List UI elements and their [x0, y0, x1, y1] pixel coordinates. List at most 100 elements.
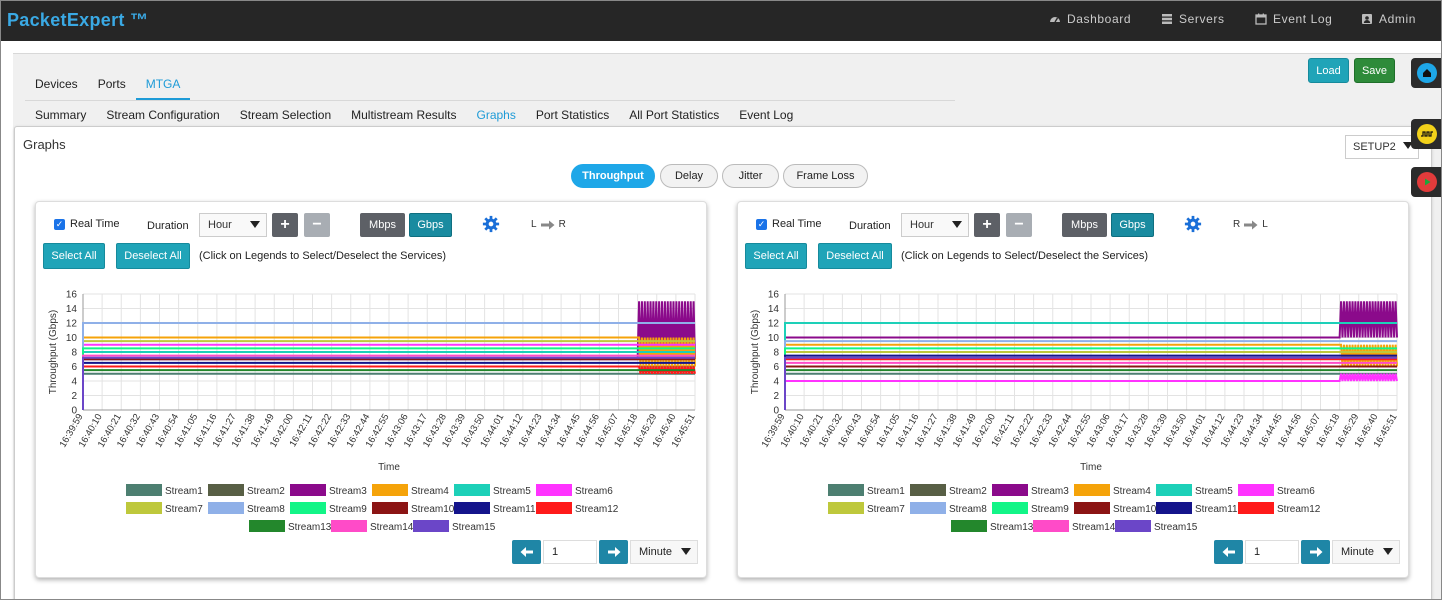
legend-item[interactable]: Stream12: [536, 502, 619, 515]
gbps-button[interactable]: Gbps: [1111, 213, 1154, 237]
real-time-label: Real Time: [772, 218, 822, 230]
legend-label: Stream7: [867, 504, 905, 515]
zoom-in-button[interactable]: +: [272, 213, 298, 237]
select-all-button[interactable]: Select All: [43, 243, 105, 269]
legend-item[interactable]: Stream14: [1033, 520, 1116, 533]
gear-icon[interactable]: [1184, 215, 1202, 233]
setup-select[interactable]: SETUP2: [1345, 135, 1419, 159]
legend-item[interactable]: Stream12: [1238, 502, 1321, 515]
gear-icon[interactable]: [482, 215, 500, 233]
legend-item[interactable]: Stream9: [992, 502, 1069, 515]
legend-item[interactable]: Stream6: [1238, 484, 1315, 497]
prev-page-button[interactable]: [512, 540, 541, 564]
nav-servers[interactable]: Servers: [1161, 12, 1225, 26]
legend-item[interactable]: Stream8: [910, 502, 987, 515]
tab-jitter[interactable]: Jitter: [722, 164, 779, 188]
tab-all-port-statistics[interactable]: All Port Statistics: [629, 107, 720, 122]
next-page-button[interactable]: [1301, 540, 1330, 564]
load-button[interactable]: Load: [1308, 58, 1349, 83]
tab-event-log[interactable]: Event Log: [739, 107, 794, 122]
legend-item[interactable]: Stream11: [454, 502, 536, 515]
duration-label: Duration: [849, 220, 891, 232]
page-input[interactable]: 1: [543, 540, 597, 564]
legend-item[interactable]: Stream9: [290, 502, 367, 515]
waveform-icon: [1417, 124, 1437, 144]
tab-ports[interactable]: Ports: [97, 77, 126, 91]
legend-swatch: [536, 502, 572, 514]
side-button-play[interactable]: [1411, 167, 1441, 197]
legend-item[interactable]: Stream3: [290, 484, 367, 497]
legend-item[interactable]: Stream15: [1115, 520, 1198, 533]
legend-item[interactable]: Stream15: [413, 520, 496, 533]
select-all-button[interactable]: Select All: [745, 243, 807, 269]
legend-item[interactable]: Stream5: [1156, 484, 1233, 497]
nav-admin[interactable]: Admin: [1361, 12, 1416, 26]
y-tick-label: 16: [66, 290, 78, 301]
tab-throughput[interactable]: Throughput: [571, 164, 655, 188]
save-button[interactable]: Save: [1354, 58, 1395, 83]
servers-icon: [1162, 14, 1172, 24]
legend-item[interactable]: Stream11: [1156, 502, 1238, 515]
real-time-label: Real Time: [70, 218, 120, 230]
tab-stream-selection[interactable]: Stream Selection: [239, 107, 332, 122]
deselect-all-button[interactable]: Deselect All: [116, 243, 190, 269]
y-tick-label: 6: [71, 362, 77, 373]
legend-item[interactable]: Stream13: [951, 520, 1034, 533]
legend-item[interactable]: Stream10: [1074, 502, 1157, 515]
tab-frame-loss[interactable]: Frame Loss: [783, 164, 868, 188]
duration-select[interactable]: Hour: [199, 213, 267, 237]
tab-devices[interactable]: Devices: [35, 77, 78, 91]
page-unit-select[interactable]: Minute: [1332, 540, 1400, 564]
tab-delay[interactable]: Delay: [660, 164, 718, 188]
legend-item[interactable]: Stream2: [910, 484, 987, 497]
real-time-checkbox[interactable]: ✓ Real Time: [54, 218, 120, 230]
tab-multistream-results[interactable]: Multistream Results: [351, 107, 457, 122]
legend-label: Stream9: [1031, 504, 1069, 515]
legend-item[interactable]: Stream14: [331, 520, 414, 533]
nav-event-log[interactable]: Event Log: [1255, 12, 1332, 26]
tab-port-statistics[interactable]: Port Statistics: [535, 107, 610, 122]
nav-dashboard[interactable]: Dashboard: [1049, 12, 1131, 26]
legend-item[interactable]: Stream7: [828, 502, 905, 515]
tab-summary[interactable]: Summary: [35, 107, 87, 122]
legend-item[interactable]: Stream4: [372, 484, 449, 497]
duration-select[interactable]: Hour: [901, 213, 969, 237]
legend-item[interactable]: Stream6: [536, 484, 613, 497]
legend-item[interactable]: Stream2: [208, 484, 285, 497]
tab-mtga[interactable]: MTGA: [135, 70, 191, 100]
mbps-button[interactable]: Mbps: [360, 213, 405, 237]
legend-item[interactable]: Stream8: [208, 502, 285, 515]
legend-item[interactable]: Stream1: [126, 484, 203, 497]
zoom-in-button[interactable]: +: [974, 213, 1000, 237]
next-page-button[interactable]: [599, 540, 628, 564]
real-time-checkbox[interactable]: ✓ Real Time: [756, 218, 822, 230]
legend-item[interactable]: Stream1: [828, 484, 905, 497]
mbps-button[interactable]: Mbps: [1062, 213, 1107, 237]
series-line-stream12: [82, 365, 696, 410]
side-button-signal[interactable]: [1411, 119, 1441, 149]
prev-page-button[interactable]: [1214, 540, 1243, 564]
side-button-home[interactable]: [1411, 58, 1441, 88]
legend-item[interactable]: Stream3: [992, 484, 1069, 497]
tab-stream-configuration[interactable]: Stream Configuration: [106, 107, 220, 122]
legend-swatch: [1033, 520, 1069, 532]
gbps-button[interactable]: Gbps: [409, 213, 452, 237]
zoom-out-button[interactable]: −: [1006, 213, 1032, 237]
y-tick-label: 2: [71, 391, 77, 402]
arrow-right-icon: [1309, 547, 1322, 557]
arrow-right-icon: [540, 220, 555, 229]
throughput-chart: 024681012141616:39:5916:40:1016:40:2116:…: [750, 290, 1400, 534]
legend-swatch: [828, 502, 864, 514]
page-unit-select[interactable]: Minute: [630, 540, 698, 564]
legend-item[interactable]: Stream7: [126, 502, 203, 515]
legend-item[interactable]: Stream5: [454, 484, 531, 497]
page-input[interactable]: 1: [1245, 540, 1299, 564]
brand-logo[interactable]: PacketExpert ™: [7, 10, 149, 30]
legend-item[interactable]: Stream13: [249, 520, 332, 533]
legend-item[interactable]: Stream4: [1074, 484, 1151, 497]
legend-label: Stream15: [452, 522, 496, 533]
zoom-out-button[interactable]: −: [304, 213, 330, 237]
throughput-chart: 024681012141616:39:5916:40:1016:40:2116:…: [48, 290, 698, 534]
deselect-all-button[interactable]: Deselect All: [818, 243, 892, 269]
legend-item[interactable]: Stream10: [372, 502, 455, 515]
